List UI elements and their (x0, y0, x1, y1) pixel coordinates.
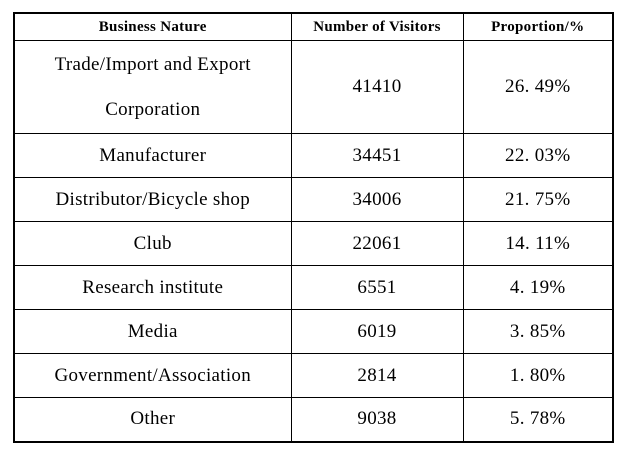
table-row-other: Other 9038 5. 78% (13, 397, 614, 442)
proportion-cell: 5. 78% (462, 397, 614, 442)
proportion-cell: 21. 75% (462, 177, 614, 222)
proportion-cell: 3. 85% (462, 309, 614, 354)
table-row-media: Media 6019 3. 85% (13, 309, 614, 354)
proportion-cell: 22. 03% (462, 133, 614, 178)
business-nature-cell: Other (13, 397, 292, 442)
business-nature-cell: Media (13, 309, 292, 354)
table-row-trade-import-export: Trade/Import and Export Corporation 4141… (13, 40, 614, 134)
column-header-number-of-visitors: Number of Visitors (290, 12, 464, 41)
table-row-club: Club 22061 14. 11% (13, 221, 614, 266)
visitors-by-business-nature-table: Business Nature Number of Visitors Propo… (13, 12, 614, 443)
header-row: Business Nature Number of Visitors Propo… (13, 12, 614, 41)
column-header-business-nature: Business Nature (13, 12, 292, 41)
proportion-cell: 1. 80% (462, 353, 614, 398)
proportion-cell: 4. 19% (462, 265, 614, 310)
proportion-cell: 14. 11% (462, 221, 614, 266)
business-nature-cell: Government/Association (13, 353, 292, 398)
visitors-cell: 6551 (290, 265, 464, 310)
visitors-cell: 2814 (290, 353, 464, 398)
business-nature-cell: Research institute (13, 265, 292, 310)
business-nature-cell: Club (13, 221, 292, 266)
visitors-cell: 34451 (290, 133, 464, 178)
business-nature-cell: Manufacturer (13, 133, 292, 178)
table-row-distributor-bicycle-shop: Distributor/Bicycle shop 34006 21. 75% (13, 177, 614, 222)
proportion-cell: 26. 49% (462, 40, 614, 134)
column-header-proportion: Proportion/% (462, 12, 614, 41)
visitors-cell: 34006 (290, 177, 464, 222)
visitors-cell: 22061 (290, 221, 464, 266)
visitors-cell: 6019 (290, 309, 464, 354)
table-row-government-association: Government/Association 2814 1. 80% (13, 353, 614, 398)
business-nature-cell: Trade/Import and Export Corporation (13, 40, 292, 134)
visitors-cell: 41410 (290, 40, 464, 134)
table-row-manufacturer: Manufacturer 34451 22. 03% (13, 133, 614, 178)
visitors-cell: 9038 (290, 397, 464, 442)
table-row-research-institute: Research institute 6551 4. 19% (13, 265, 614, 310)
business-nature-cell: Distributor/Bicycle shop (13, 177, 292, 222)
